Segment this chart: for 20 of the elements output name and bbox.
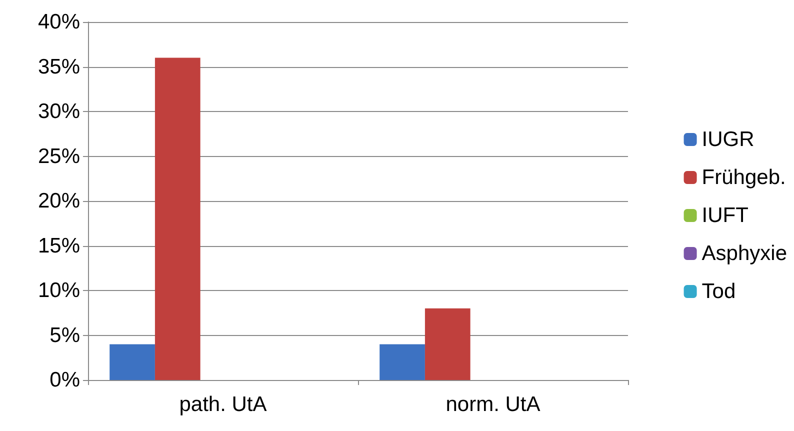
y-tick-label: 35% <box>38 55 80 78</box>
y-tick-label: 40% <box>38 10 80 34</box>
bar <box>110 344 155 380</box>
y-tick-label: 5% <box>50 324 80 347</box>
legend-label: IUGR <box>702 128 754 151</box>
y-tick-label: 30% <box>38 100 80 123</box>
x-tick-label: norm. UtA <box>446 393 540 416</box>
y-tick-label: 15% <box>38 234 80 258</box>
bar <box>424 308 470 380</box>
y-tick-label: 0% <box>50 368 80 392</box>
y-tick-label: 20% <box>38 190 80 212</box>
y-tick-label: 10% <box>38 279 80 302</box>
x-tick-label: path. UtA <box>179 393 267 416</box>
bar <box>380 344 425 380</box>
bar <box>154 58 200 380</box>
y-tick-label: 25% <box>38 144 80 168</box>
legend-label: Tod <box>702 280 736 303</box>
legend-label: Frühgeb. <box>702 166 786 189</box>
legend-label: IUFT <box>702 204 749 227</box>
legend-label: Asphyxie <box>702 242 788 265</box>
